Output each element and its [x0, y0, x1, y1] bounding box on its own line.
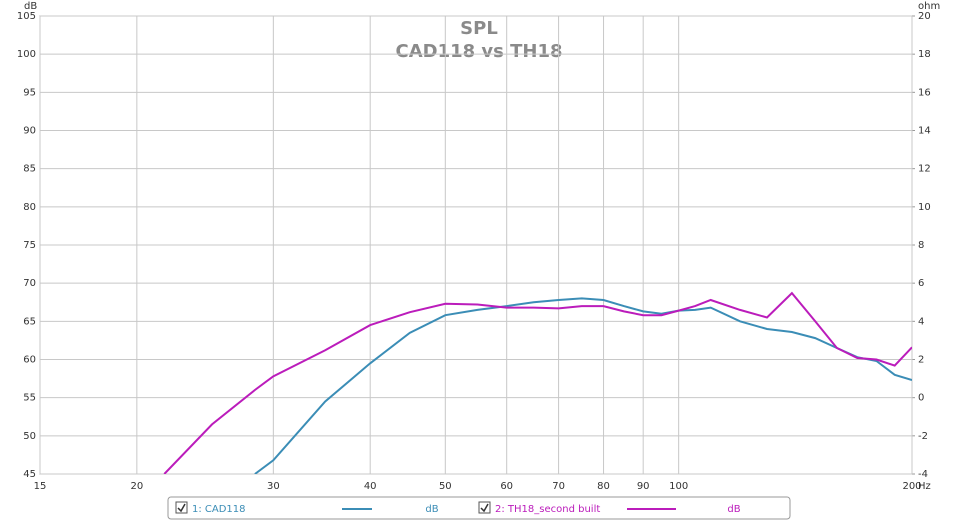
chart-subtitle: CAD118 vs TH18 [395, 41, 562, 62]
y2-tick-label: -4 [918, 469, 928, 480]
x-tick-label: 100 [669, 481, 688, 492]
y-tick-label: 100 [17, 49, 36, 60]
x-tick-label: 15 [34, 481, 47, 492]
y-tick-label: 65 [23, 316, 36, 327]
x-tick-label: 80 [597, 481, 610, 492]
legend-label: 1: CAD118 [192, 504, 246, 515]
y2-tick-label: 2 [918, 355, 924, 366]
y-tick-label: 50 [23, 431, 36, 442]
checkmark [177, 503, 186, 513]
x-tick-label: 30 [267, 481, 280, 492]
x-tick-label: 50 [439, 481, 452, 492]
x-tick-label: 60 [500, 481, 513, 492]
y2-tick-label: 18 [918, 49, 931, 60]
y2-tick-label: 8 [918, 240, 924, 251]
x-tick-label: 90 [637, 481, 650, 492]
series-line [163, 291, 912, 474]
y2-tick-label: -2 [918, 431, 928, 442]
y2-tick-label: 0 [918, 393, 924, 404]
legend-unit: dB [425, 504, 438, 515]
y2-tick-label: 6 [918, 278, 924, 289]
chart-title: SPL [460, 18, 498, 39]
y-tick-label: 85 [23, 164, 36, 175]
x-unit-label: Hz [918, 481, 931, 492]
checkmark [480, 503, 489, 513]
y-tick-label: 90 [23, 126, 36, 137]
y-tick-label: 75 [23, 240, 36, 251]
y-axis-label: dB [24, 1, 37, 12]
legend-checkbox[interactable] [478, 501, 491, 514]
y-tick-label: 105 [17, 11, 36, 22]
x-tick-label: 40 [364, 481, 377, 492]
series-line [254, 297, 912, 474]
y2-tick-label: 16 [918, 87, 931, 98]
y-tick-label: 60 [23, 355, 36, 366]
y2-tick-label: 10 [918, 202, 931, 213]
y-tick-label: 70 [23, 278, 36, 289]
plot-lines [163, 291, 912, 474]
y-tick-label: 45 [23, 469, 36, 480]
y-tick-label: 80 [23, 202, 36, 213]
x-tick-label: 20 [130, 481, 143, 492]
legend-label: 2: TH18_second built [495, 504, 600, 515]
x-tick-label: 70 [552, 481, 565, 492]
x-tick-label: 200 [902, 481, 921, 492]
y2-tick-label: 12 [918, 164, 931, 175]
y2-axis-label: ohm [918, 1, 940, 12]
legend-unit: dB [727, 504, 740, 515]
y2-tick-label: 20 [918, 11, 931, 22]
y-tick-label: 55 [23, 393, 36, 404]
y-tick-label: 95 [23, 87, 36, 98]
legend-checkbox[interactable] [175, 501, 188, 514]
y2-tick-label: 4 [918, 316, 924, 327]
y2-tick-label: 14 [918, 126, 931, 137]
